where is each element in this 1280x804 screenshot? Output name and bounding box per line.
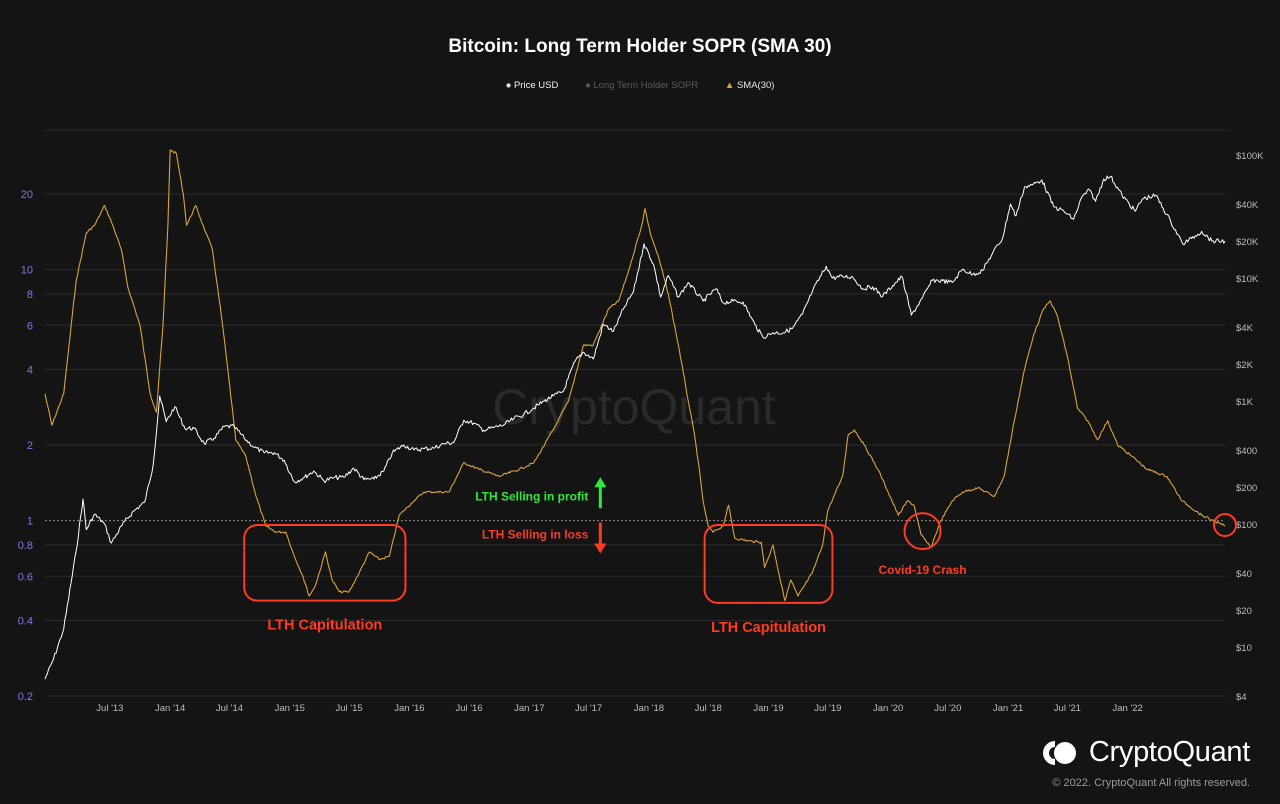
right-axis-tick: $20 <box>1236 606 1252 617</box>
left-axis-tick: 2 <box>27 440 33 452</box>
legend-sma[interactable]: ▲ SMA(30) <box>725 80 775 91</box>
arrow-up-icon <box>594 477 607 488</box>
capitulation-label: LTH Capitulation <box>711 620 826 636</box>
grid <box>45 129 1225 697</box>
right-axis-tick: $10 <box>1236 643 1252 654</box>
right-axis-tick: $1K <box>1236 397 1254 408</box>
cryptoquant-logo-icon <box>1042 740 1076 765</box>
left-axis-tick: 1 <box>27 516 33 528</box>
brand-name: CryptoQuant <box>1088 736 1250 768</box>
x-axis-tick: Jul '18 <box>695 703 722 714</box>
x-axis-tick: Jan '15 <box>275 703 305 714</box>
legend-price-label: Price USD <box>513 80 559 91</box>
right-axis-tick: $20K <box>1236 237 1259 248</box>
left-axis-tick: 0.6 <box>18 571 33 583</box>
x-axis-tick: Jan '19 <box>753 703 783 714</box>
right-axis-tick: $40K <box>1236 200 1259 211</box>
x-axis-tick: Jul '15 <box>336 703 363 714</box>
x-axis-tick: Jan '18 <box>634 703 664 714</box>
x-axis-tick: Jul '19 <box>814 703 841 714</box>
left-axis-tick: 20 <box>21 189 33 201</box>
legend-price[interactable]: ● Price USD <box>505 80 559 91</box>
series-layer <box>44 149 1226 680</box>
chart-title: Bitcoin: Long Term Holder SOPR (SMA 30) <box>448 36 832 57</box>
annotation-layer: LTH Capitulation LTH Capitulation Covid-19… <box>243 477 1237 636</box>
right-axis-tick: $400 <box>1236 446 1257 457</box>
capitulation-box <box>243 524 407 602</box>
left-axis-tick: 0.8 <box>18 540 33 552</box>
x-axis-tick: Jan '22 <box>1113 703 1143 714</box>
triangle-icon: ▲ <box>724 80 735 91</box>
right-axis-tick: $4K <box>1236 323 1254 334</box>
x-axis-tick: Jan '21 <box>993 703 1023 714</box>
left-axis-tick: 4 <box>27 364 33 376</box>
sma-30-line <box>44 149 1226 602</box>
x-axis-tick: Jul '14 <box>216 703 243 714</box>
right-axis-tick: $4 <box>1236 692 1247 703</box>
left-axis-tick: 10 <box>21 265 33 277</box>
left-axis-tick: 8 <box>27 289 33 301</box>
covid-crash-circle <box>903 512 942 551</box>
legend-sma-label: SMA(30) <box>736 80 775 91</box>
left-axis-tick: 0.4 <box>18 615 33 627</box>
legend-sopr[interactable]: ● Long Term Holder SOPR <box>584 80 699 91</box>
right-axis-tick: $40 <box>1236 569 1252 580</box>
covid-crash-label: Covid-19 Crash <box>879 563 967 577</box>
right-axis-tick: $100K <box>1236 151 1264 162</box>
x-axis-tick: Jan '14 <box>155 703 185 714</box>
arrow-down-icon <box>594 543 607 554</box>
left-axis-tick: 6 <box>27 320 33 332</box>
capitulation-label: LTH Capitulation <box>267 618 382 634</box>
x-axis-tick: Jul '20 <box>934 703 961 714</box>
copyright: © 2022. CryptoQuant All rights reserved. <box>1052 777 1250 789</box>
left-axis-tick: 0.2 <box>18 691 33 703</box>
x-axis-tick: Jan '17 <box>514 703 544 714</box>
legend-sopr-label: Long Term Holder SOPR <box>593 80 699 91</box>
right-axis-tick: $100 <box>1236 520 1257 531</box>
x-axis-tick: Jan '16 <box>394 703 424 714</box>
selling-in-loss-label: LTH Selling in loss <box>482 528 589 542</box>
brand-logo: CryptoQuant <box>1039 736 1250 769</box>
selling-in-profit-label: LTH Selling in profit <box>475 489 588 503</box>
x-axis-tick: Jul '16 <box>455 703 482 714</box>
current-sopr-circle <box>1213 513 1237 538</box>
x-axis-tick: Jul '17 <box>575 703 602 714</box>
axes-layer: 20 10 8 6 4 2 1 0.8 0.6 0.4 0.2 $100K $40K $20K $10K $4… <box>18 151 1264 714</box>
right-axis-tick: $10K <box>1236 274 1259 285</box>
x-axis-tick: Jan '20 <box>873 703 903 714</box>
legend: ● Price USD ● Long Term Holder SOPR ▲ SM… <box>0 80 1280 91</box>
right-axis-tick: $200 <box>1236 483 1257 494</box>
capitulation-box <box>703 524 834 604</box>
watermark: CryptoQuant <box>492 379 776 435</box>
x-axis-tick: Jul '13 <box>96 703 123 714</box>
right-axis-tick: $2K <box>1236 360 1254 371</box>
price-usd-line <box>44 175 1226 680</box>
x-axis-tick: Jul '21 <box>1054 703 1081 714</box>
